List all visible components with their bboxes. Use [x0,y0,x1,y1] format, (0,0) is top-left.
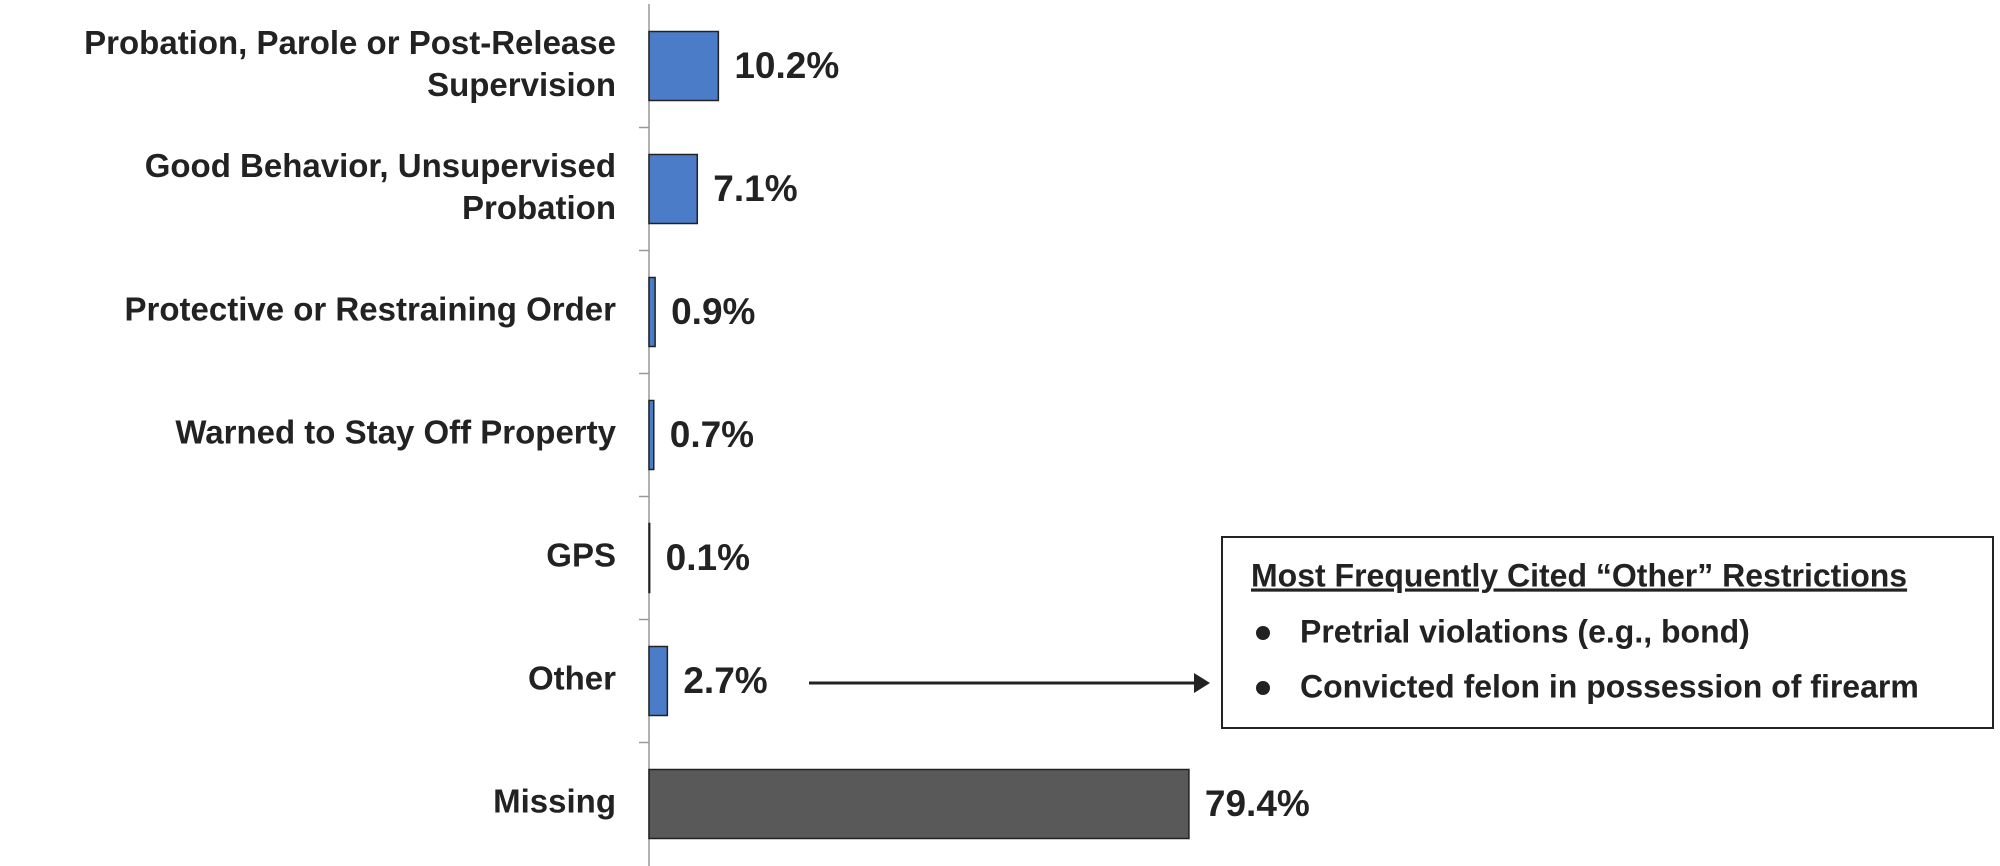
bar [648,276,656,348]
bar [648,153,699,225]
category-label: Warned to Stay Off Property [175,414,616,451]
value-label: 79.4% [1205,783,1310,824]
bar [648,768,1190,840]
category-label: Probation, Parole or Post-Release Supervi… [84,24,616,103]
value-label: 2.7% [683,660,767,701]
bullet [1256,626,1270,640]
bullet [1256,681,1270,695]
annotation-box [1221,536,1994,729]
value-label: 0.7% [670,414,754,455]
category-label: Missing [493,783,616,820]
value-label: 10.2% [734,45,839,86]
annotation-item: Pretrial violations (e.g., bond) [1300,613,1750,649]
value-label: 0.1% [666,537,750,578]
bar [648,399,655,471]
category-label: Good Behavior, Unsupervised Probation [145,147,616,226]
arrow-head [1194,673,1210,693]
annotation-title: Most Frequently Cited “Other” Restrictio… [1251,557,1907,593]
category-label: Protective or Restraining Order [125,291,617,328]
bar [648,522,651,594]
category-label: Other [528,660,616,697]
value-label: 0.9% [671,291,755,332]
category-label: GPS [546,537,616,574]
bar [648,30,720,102]
value-label: 7.1% [713,168,797,209]
bar [648,645,669,717]
annotation-item: Convicted felon in possession of firearm [1300,668,1919,704]
